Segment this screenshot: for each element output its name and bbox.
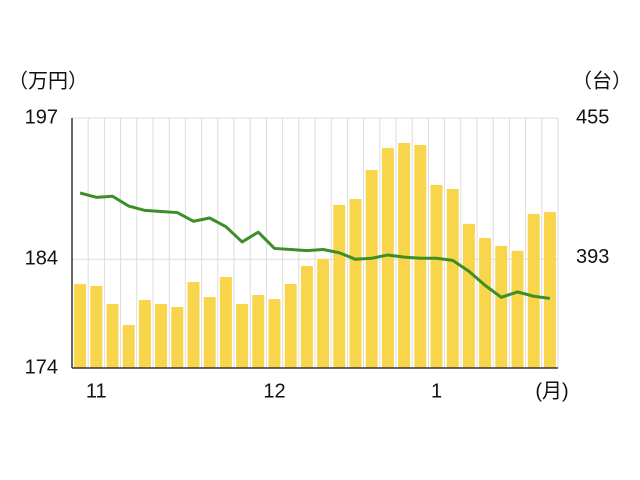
bar [511,250,524,368]
x-tick-label: 12 [263,380,285,402]
bar [203,297,216,368]
bar [430,184,443,368]
bar [349,199,362,368]
bar [138,299,151,368]
bar [90,286,103,368]
bar [333,204,346,368]
bar [300,265,313,368]
bar [74,283,87,368]
bar [543,211,556,368]
bar [155,304,168,368]
bar [527,213,540,368]
bar [446,188,459,368]
x-tick-label: 1 [431,380,442,402]
bar [284,283,297,368]
bar [236,304,249,368]
bar [479,238,492,368]
x-tick-label: 11 [86,380,107,402]
bar [414,145,427,368]
line [79,191,551,300]
bar [171,306,184,368]
bar [398,143,411,368]
y2-tick-label: 393 [576,246,609,268]
bar [365,170,378,368]
bar [268,299,281,368]
y-axis-label: （万円） [8,69,88,92]
bar [317,258,330,368]
bar [462,223,475,368]
bar [122,324,135,368]
bar [219,277,232,368]
y2-axis-label: （台） [572,69,632,92]
bar [495,245,508,368]
y-tick-label: 197 [25,106,58,128]
bar [187,281,200,368]
y2-tick-label: 455 [576,106,609,128]
bar [381,147,394,368]
x-axis-unit: (月) [535,380,568,402]
bar [252,295,265,368]
bar [106,304,119,368]
y-tick-label: 184 [25,248,58,270]
y-tick-label: 174 [25,356,58,378]
